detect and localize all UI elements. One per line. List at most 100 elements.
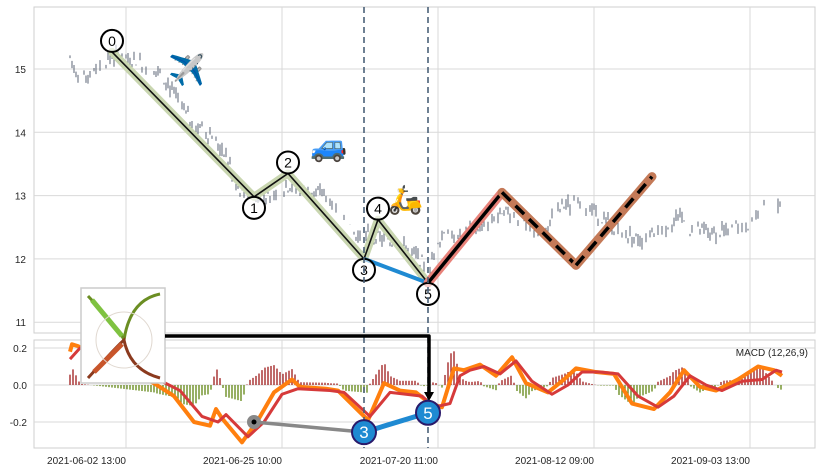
histogram-bar <box>645 385 647 395</box>
marker-gray-dot <box>251 419 257 425</box>
histogram-bar <box>324 382 326 385</box>
histogram-bar <box>489 385 491 389</box>
x-tick-label: 2021-08-12 09:00 <box>515 456 594 467</box>
histogram-bar <box>72 369 74 385</box>
histogram-bar <box>576 373 578 385</box>
histogram-bar <box>174 385 176 399</box>
marker-link-gray <box>253 420 365 434</box>
histogram-bar <box>252 377 254 385</box>
price-panel: 1112131415012345 <box>15 6 816 334</box>
histogram-bar <box>510 375 512 385</box>
histogram-bar <box>519 385 521 394</box>
histogram-bar <box>636 385 638 399</box>
histogram-bar <box>369 383 371 385</box>
pivot-link-line <box>363 257 429 285</box>
histogram-bar <box>501 380 503 385</box>
y-tick-label: 12 <box>15 255 27 266</box>
histogram-bar <box>552 377 554 385</box>
histogram-bar <box>687 379 689 385</box>
histogram-bar <box>384 364 386 385</box>
macd-series-signal <box>68 346 783 439</box>
thumbnail-curve <box>92 342 124 374</box>
histogram-bar <box>432 382 434 385</box>
histogram-bar <box>441 385 443 388</box>
histogram-bar <box>777 385 779 389</box>
histogram-bar <box>672 372 674 385</box>
histogram-bar <box>498 383 500 385</box>
histogram-bar <box>603 385 605 386</box>
histogram-bar <box>189 385 191 406</box>
histogram-bar <box>291 369 293 385</box>
histogram-bar <box>483 385 485 387</box>
histogram-bar <box>525 385 527 399</box>
histogram-bar <box>177 385 179 402</box>
histogram-bar <box>720 381 722 385</box>
histogram-bar <box>120 385 122 389</box>
histogram-bar <box>96 385 98 386</box>
histogram-bar <box>123 385 125 389</box>
histogram-bar <box>372 379 374 385</box>
histogram-bar <box>213 376 215 385</box>
histogram-bar <box>549 381 551 385</box>
histogram-bar <box>114 385 116 388</box>
histogram-bar <box>267 366 269 385</box>
y-tick-label: 0.2 <box>13 344 27 355</box>
y-tick-label: 0.0 <box>13 381 27 392</box>
histogram-bar <box>522 385 524 396</box>
projection-line <box>574 175 654 267</box>
macd-marker-label: 5 <box>423 404 432 423</box>
histogram-bar <box>642 385 644 396</box>
histogram-bar <box>336 383 338 385</box>
histogram-bar <box>303 382 305 385</box>
x-tick-label: 2021-06-25 10:00 <box>203 456 282 467</box>
histogram-bar <box>474 381 476 385</box>
histogram-bar <box>141 385 143 392</box>
macd-series-macd <box>68 342 784 445</box>
scooter-icon: 🛵 <box>388 183 423 216</box>
histogram-bar <box>264 367 266 385</box>
pivot-label: 2 <box>284 154 292 170</box>
pivot-label: 4 <box>374 201 382 217</box>
y-tick-label: 11 <box>16 318 27 329</box>
histogram-bar <box>609 385 611 386</box>
histogram-bar <box>717 385 719 386</box>
histogram-bar <box>621 385 623 398</box>
histogram-bar <box>135 385 137 391</box>
histogram-bar <box>348 385 350 392</box>
histogram-bar <box>306 382 308 385</box>
histogram-bar <box>204 385 206 395</box>
histogram-bar <box>84 384 86 385</box>
histogram-bar <box>279 372 281 385</box>
airplane-icon: ✈️ <box>168 53 206 88</box>
histogram-bar <box>231 385 233 399</box>
histogram-bar <box>765 373 767 385</box>
histogram-bar <box>258 373 260 385</box>
histogram-bar <box>486 385 488 388</box>
histogram-bar <box>468 381 470 385</box>
histogram-bar <box>357 385 359 392</box>
histogram-bar <box>423 385 425 387</box>
histogram-bar <box>591 383 593 385</box>
histogram-bar <box>321 382 323 385</box>
histogram-bar <box>360 385 362 393</box>
histogram-bar <box>444 374 446 385</box>
car-icon: 🚙 <box>310 129 348 164</box>
histogram-bar <box>222 385 224 388</box>
histogram-bar <box>273 365 275 385</box>
histogram-bar <box>528 385 530 395</box>
histogram-bar <box>666 377 668 385</box>
histogram-bar <box>99 385 101 387</box>
histogram-bar <box>459 376 461 385</box>
x-tick-label: 2021-07-20 11:00 <box>360 456 439 467</box>
arrow-head-icon <box>424 392 434 401</box>
histogram-bar <box>399 380 401 385</box>
histogram-bar <box>342 385 344 390</box>
histogram-bar <box>216 369 218 385</box>
histogram-bar <box>651 385 653 392</box>
histogram-bar <box>615 385 617 390</box>
histogram-bar <box>327 383 329 385</box>
histogram-bar <box>546 385 548 387</box>
histogram-bar <box>207 385 209 395</box>
histogram-bar <box>606 385 608 386</box>
